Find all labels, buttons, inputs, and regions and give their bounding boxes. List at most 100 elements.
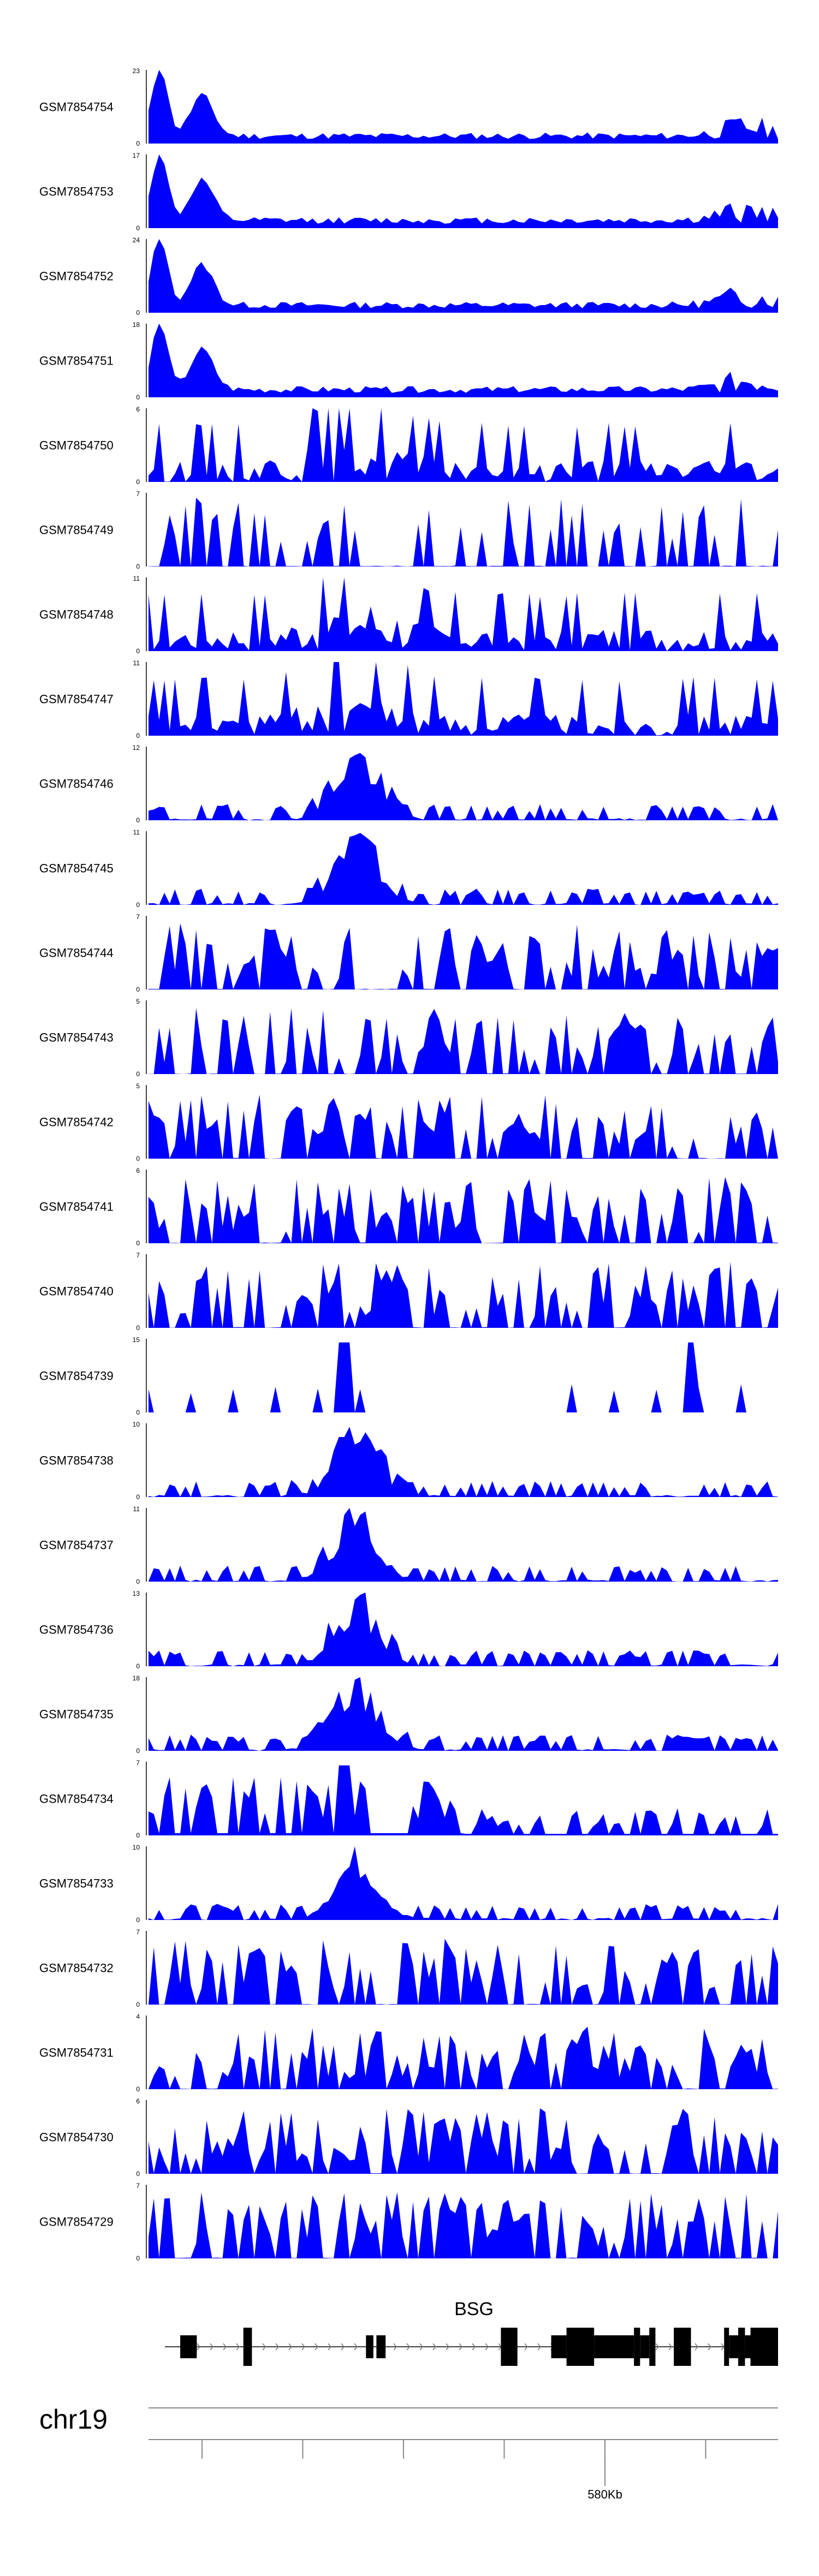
strand-chevron <box>655 2343 659 2351</box>
exon <box>180 2335 197 2358</box>
strand-chevron <box>314 2343 318 2351</box>
track-label: GSM7854752 <box>39 270 114 283</box>
track-gsm7854733: GSM7854733 10 0 <box>39 1844 778 1924</box>
strand-chevron <box>708 2343 711 2351</box>
y-max-label: 18 <box>133 321 140 329</box>
exon <box>724 2328 729 2366</box>
y-max-label: 12 <box>133 744 140 752</box>
y-min-label: 0 <box>136 309 140 317</box>
y-min-label: 0 <box>136 140 140 147</box>
signal-area <box>149 2192 778 2258</box>
y-max-label: 11 <box>133 575 140 582</box>
track-label: GSM7854753 <box>39 185 114 199</box>
y-min-label: 0 <box>136 2255 140 2262</box>
track-gsm7854739: GSM7854739 15 0 <box>39 1336 778 1416</box>
y-min-label: 0 <box>136 2001 140 2008</box>
signal-area <box>149 1094 778 1159</box>
signal-area <box>149 70 778 144</box>
gene-model-bsg: BSG <box>165 2299 778 2366</box>
y-max-label: 7 <box>136 913 140 921</box>
track-gsm7854751: GSM7854751 18 0 <box>39 321 778 401</box>
y-max-label: 7 <box>136 490 140 498</box>
track-label: GSM7854751 <box>39 354 114 368</box>
y-max-label: 10 <box>133 1421 140 1428</box>
y-min-label: 0 <box>136 2170 140 2178</box>
y-max-label: 15 <box>133 1336 140 1344</box>
track-label: GSM7854729 <box>39 2215 114 2229</box>
strand-chevron <box>459 2343 462 2351</box>
track-label: GSM7854734 <box>39 1792 114 1806</box>
y-min-label: 0 <box>136 732 140 740</box>
track-label: GSM7854745 <box>39 862 114 875</box>
y-max-label: 13 <box>133 1590 140 1597</box>
strand-chevron <box>288 2343 292 2351</box>
signal-area <box>149 1261 778 1328</box>
track-gsm7854731: GSM7854731 4 0 <box>39 2013 778 2093</box>
y-min-label: 0 <box>136 901 140 909</box>
y-max-label: 7 <box>136 2182 140 2190</box>
strand-chevron <box>721 2343 725 2351</box>
y-max-label: 6 <box>136 406 140 413</box>
y-max-label: 11 <box>133 659 140 667</box>
track-label: GSM7854730 <box>39 2131 114 2144</box>
y-min-label: 0 <box>136 1916 140 1924</box>
exon <box>729 2335 738 2358</box>
track-label: GSM7854746 <box>39 777 114 791</box>
y-max-label: 5 <box>136 1082 140 1090</box>
signal-area <box>149 2108 778 2174</box>
signal-tracks: GSM7854754230GSM7854753170GSM7854752240G… <box>39 67 778 2262</box>
signal-area <box>149 1177 778 1243</box>
signal-area <box>149 324 778 397</box>
track-label: GSM7854732 <box>39 1961 114 1975</box>
y-max-label: 4 <box>136 2013 140 2020</box>
y-max-label: 7 <box>136 1928 140 1936</box>
track-label: GSM7854742 <box>39 1116 114 1129</box>
strand-chevron <box>537 2343 541 2351</box>
track-gsm7854740: GSM7854740 7 0 <box>39 1251 778 1332</box>
strand-chevron <box>668 2343 672 2351</box>
chromosome-label: chr19 <box>39 2404 108 2435</box>
y-min-label: 0 <box>136 393 140 401</box>
y-max-label: 18 <box>133 1674 140 1682</box>
y-min-label: 0 <box>136 1155 140 1162</box>
y-min-label: 0 <box>136 1493 140 1501</box>
strand-chevron <box>197 2343 200 2351</box>
track-label: GSM7854737 <box>39 1539 114 1552</box>
y-min-label: 0 <box>136 1832 140 1839</box>
y-max-label: 24 <box>133 236 140 244</box>
track-label: GSM7854744 <box>39 946 114 960</box>
track-gsm7854736: GSM7854736 13 0 <box>39 1590 778 1670</box>
y-max-label: 7 <box>136 1251 140 1259</box>
track-label: GSM7854748 <box>39 608 114 622</box>
exon <box>243 2328 252 2366</box>
strand-chevron <box>328 2343 331 2351</box>
strand-chevron <box>524 2343 528 2351</box>
track-label: GSM7854740 <box>39 1285 114 1298</box>
track-label: GSM7854741 <box>39 1200 114 1214</box>
track-label: GSM7854749 <box>39 523 114 537</box>
strand-chevron <box>446 2343 449 2351</box>
y-max-label: 11 <box>133 1505 140 1513</box>
exon <box>738 2328 745 2366</box>
strand-chevron <box>695 2343 698 2351</box>
y-min-label: 0 <box>136 1662 140 1670</box>
exon <box>366 2335 373 2358</box>
strand-chevron <box>419 2343 423 2351</box>
signal-area <box>149 1508 778 1582</box>
strand-chevron <box>223 2343 227 2351</box>
track-gsm7854738: GSM7854738 10 0 <box>39 1421 778 1501</box>
y-max-label: 23 <box>133 67 140 75</box>
strand-chevron <box>485 2343 489 2351</box>
exon <box>594 2335 634 2358</box>
strand-chevron <box>275 2343 279 2351</box>
signal-area <box>149 1342 778 1412</box>
genome-ruler <box>149 2407 778 2486</box>
signal-area <box>149 1677 778 1751</box>
exon <box>745 2335 751 2358</box>
y-min-label: 0 <box>136 1409 140 1416</box>
y-min-label: 0 <box>136 647 140 655</box>
track-gsm7854742: GSM7854742 5 0 <box>39 1082 778 1162</box>
y-max-label: 6 <box>136 2097 140 2105</box>
signal-area <box>149 1846 778 1920</box>
signal-area <box>149 239 778 313</box>
